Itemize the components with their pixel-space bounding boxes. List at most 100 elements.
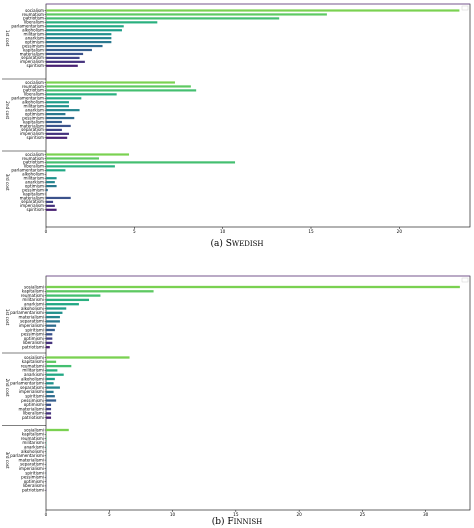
category-label: separatismi	[20, 385, 44, 390]
category-label: alkoholism	[22, 28, 44, 33]
category-label: spiritismi	[25, 470, 44, 475]
bar	[46, 29, 122, 32]
bar	[46, 390, 54, 394]
category-label: spiritismi	[25, 327, 44, 332]
category-label: optimism	[25, 39, 44, 44]
legend-box	[461, 5, 469, 11]
bar	[46, 328, 55, 332]
category-label: optimism	[25, 183, 44, 188]
x-tick-label: 10	[220, 229, 226, 234]
bar	[46, 399, 57, 402]
bar	[46, 382, 54, 385]
group-label: 1st cost	[5, 309, 10, 326]
bar	[46, 132, 69, 135]
category-label: alkoholismi	[21, 449, 44, 454]
group-3: sosialismikapitalismireumatismimilitaris…	[5, 427, 69, 493]
bar	[46, 153, 130, 156]
category-label: patriotism	[23, 16, 44, 21]
category-label: sosialismi	[24, 284, 44, 289]
group-label: 2nd cost	[5, 379, 10, 397]
bar	[46, 416, 52, 419]
category-label: parlamentarism	[11, 96, 44, 101]
chart-swedish: socialismreumatismpatriotismliberalismpa…	[2, 3, 471, 249]
caption-label: (a)	[210, 238, 225, 249]
bar	[46, 395, 55, 398]
bar	[46, 320, 60, 323]
x-tick-label: 20	[397, 229, 403, 234]
category-label: optimismi	[24, 479, 44, 484]
bar	[46, 13, 327, 16]
category-label: materialism	[20, 123, 44, 128]
bar	[46, 188, 48, 192]
category-label: patriotismi	[22, 345, 44, 350]
bar	[46, 120, 62, 124]
group-label: 3rd cost	[5, 174, 10, 191]
category-label: materialismi	[19, 457, 44, 462]
category-label: anarkism	[25, 179, 44, 184]
group-1: sosialismikapitalismireumatismimilitaris…	[5, 284, 460, 350]
category-label: militarismi	[22, 440, 44, 445]
category-label: reumatism	[22, 12, 44, 17]
x-tick-label: 25	[360, 512, 366, 517]
bar	[46, 324, 57, 327]
bar	[46, 93, 117, 96]
category-label: separatismi	[20, 462, 44, 467]
category-label: pessimism	[22, 187, 44, 192]
category-label: imperialism	[20, 203, 44, 208]
bar	[46, 298, 90, 302]
bar	[46, 25, 124, 28]
x-tick-label: 5	[133, 229, 136, 234]
category-label: pessimismi	[21, 475, 44, 480]
bar	[46, 346, 50, 349]
bar	[46, 9, 460, 12]
bar	[46, 377, 55, 381]
category-label: pessimism	[22, 115, 44, 120]
category-label: alkoholism	[22, 100, 44, 105]
category-label: socialism	[25, 80, 44, 85]
category-label: liberalismi	[23, 411, 44, 416]
category-label: anarkismi	[24, 372, 44, 377]
bar	[46, 208, 57, 211]
bar	[46, 196, 71, 200]
category-label: patriotismi	[22, 488, 44, 493]
category-label: sosialismi	[24, 427, 44, 432]
group-3: socialismreumatismpatriotismliberalismpa…	[5, 152, 236, 212]
category-label: parlamentarismi	[10, 310, 44, 315]
bar	[46, 33, 112, 36]
category-label: anarkismi	[24, 302, 44, 307]
bar	[46, 97, 82, 100]
category-label: imperialism	[20, 59, 44, 64]
category-label: liberalismi	[23, 483, 44, 488]
bar	[46, 294, 101, 297]
x-tick-label: 30	[423, 512, 429, 517]
bar	[46, 403, 52, 406]
bar	[46, 356, 130, 359]
bar	[46, 113, 66, 116]
bar	[46, 386, 60, 389]
bar	[46, 204, 55, 207]
bar	[46, 437, 47, 440]
bar	[46, 136, 68, 139]
bar	[46, 433, 47, 436]
bar	[46, 105, 69, 108]
category-label: optimismi	[24, 402, 44, 407]
bar	[46, 128, 62, 131]
category-label: parlamentarism	[11, 168, 44, 173]
x-tick-label: 5	[108, 512, 111, 517]
x-tick-label: 15	[308, 229, 314, 234]
category-label: liberalismi	[23, 340, 44, 345]
chart-finnish: sosialismikapitalismireumatismimilitaris…	[2, 275, 471, 527]
category-label: kapitalismi	[22, 432, 44, 437]
legend-box	[461, 277, 469, 283]
caption-label: (b)	[212, 516, 228, 527]
category-label: imperialismi	[19, 323, 44, 328]
category-label: anarkism	[25, 35, 44, 40]
category-label: materialism	[20, 195, 44, 200]
bar	[46, 369, 58, 372]
bar	[46, 428, 69, 432]
x-tick-label: 15	[233, 512, 239, 517]
group-2: socialismreumatismpatriotismliberalismpa…	[5, 80, 197, 140]
caption: (a) SWEDISH	[210, 238, 263, 249]
bar	[46, 52, 84, 56]
caption-language-rest: INNISH	[234, 518, 263, 526]
